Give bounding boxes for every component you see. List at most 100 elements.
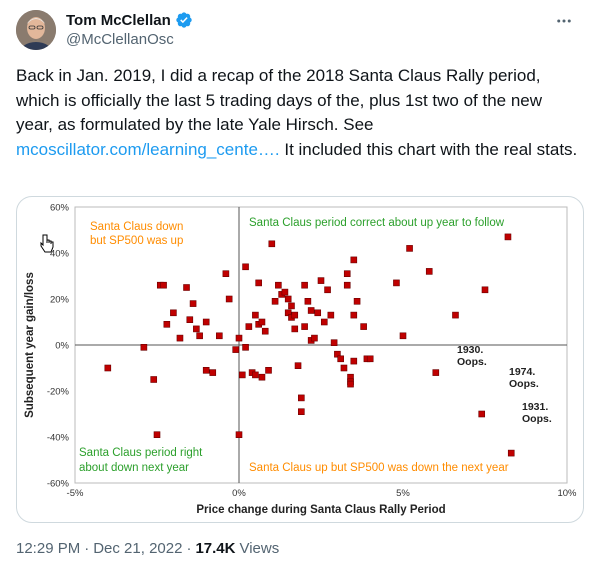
separator: · — [84, 540, 90, 557]
data-point — [140, 344, 148, 351]
data-point — [265, 367, 272, 374]
data-point — [288, 302, 295, 310]
data-point — [281, 288, 289, 296]
quadrant-label-bottom-left: Santa Claus period right — [79, 447, 203, 459]
data-point — [337, 355, 344, 363]
author-name-row[interactable]: Tom McClellan — [66, 10, 193, 30]
y-tick-label: 40% — [50, 249, 70, 260]
data-point — [304, 298, 312, 305]
data-point — [314, 309, 322, 317]
data-point — [327, 311, 335, 319]
annotation-label: 1974. — [509, 366, 535, 378]
data-point — [202, 367, 210, 374]
data-point — [452, 311, 459, 319]
x-tick-label: 0% — [232, 488, 246, 499]
tweet-media-chart[interactable]: 60% 40% 20% 0% -20% -40% -60% -5% 0% 5% 10% Price c… — [16, 196, 584, 523]
data-point — [150, 376, 158, 383]
y-tick-label: 0% — [55, 341, 69, 352]
data-point — [366, 355, 374, 363]
data-point — [284, 295, 292, 303]
quadrant-label-top-left: but SP500 was up — [90, 235, 183, 247]
tweet-text-part: It included this chart with the real sta… — [279, 139, 578, 159]
data-point — [353, 298, 361, 305]
data-point — [340, 364, 348, 372]
data-point — [425, 268, 433, 275]
views-count: 17.4K — [195, 540, 236, 557]
data-point — [235, 431, 243, 438]
data-point — [238, 371, 246, 379]
tweet-text: Back in Jan. 2019, I did a recap of the … — [16, 64, 582, 162]
y-tick-label: -40% — [47, 433, 70, 444]
data-point — [320, 318, 328, 326]
data-point — [242, 263, 249, 271]
data-point — [317, 277, 325, 284]
avatar-photo — [16, 10, 56, 50]
data-point — [298, 408, 305, 415]
author-name[interactable]: Tom McClellan — [66, 11, 171, 29]
annotation-label: 1930. — [457, 344, 483, 356]
data-point — [294, 362, 302, 369]
data-point — [301, 281, 308, 289]
data-point — [186, 316, 194, 323]
data-point — [393, 279, 400, 287]
y-tick-label: 60% — [50, 203, 70, 214]
data-point — [350, 256, 358, 264]
data-point — [252, 311, 259, 319]
tweet-text-part: Back in Jan. 2019, I did a recap of the … — [16, 66, 547, 134]
tweet-link[interactable]: mcoscillator.com/learning_cente…. — [16, 139, 280, 159]
hand-cursor-icon — [40, 234, 54, 253]
annotation-label: Oops. — [457, 356, 487, 368]
data-point — [291, 325, 299, 333]
data-point — [406, 245, 413, 252]
data-point — [258, 318, 266, 326]
data-point — [258, 373, 266, 381]
views-label: Views — [239, 540, 280, 557]
data-point — [350, 311, 358, 319]
avatar[interactable] — [16, 10, 56, 50]
separator: · — [186, 540, 192, 557]
y-axis-label: Subsequent year gain/loss — [24, 272, 36, 418]
data-point — [163, 321, 171, 328]
annotation-label: Oops. — [509, 378, 539, 390]
data-point — [504, 233, 512, 241]
data-point — [307, 307, 315, 314]
annotation-label: 1931. — [522, 401, 548, 413]
data-point — [291, 311, 299, 319]
data-point — [170, 309, 177, 317]
y-tick-label: -60% — [47, 479, 70, 490]
author-handle[interactable]: @McClellanOsc — [66, 31, 174, 48]
quadrant-label-bottom-left: about down next year — [79, 462, 189, 474]
data-point — [225, 295, 233, 303]
data-point — [275, 281, 282, 289]
data-point — [252, 371, 259, 379]
data-point — [311, 334, 318, 342]
data-point — [216, 332, 223, 340]
y-tick-label: 20% — [50, 295, 70, 306]
more-options-button[interactable] — [552, 9, 576, 33]
data-point — [399, 332, 407, 340]
tweet-time[interactable]: 12:29 PM — [16, 540, 81, 557]
data-point — [209, 369, 217, 376]
data-point — [347, 380, 354, 388]
data-point — [232, 346, 240, 353]
data-point — [202, 318, 210, 326]
data-point — [189, 300, 197, 307]
quadrant-label-top-left: Santa Claus down — [90, 221, 183, 233]
y-tick-label: -20% — [47, 387, 70, 398]
data-point — [330, 339, 338, 346]
data-point — [360, 323, 367, 330]
quadrant-label-bottom-right: Santa Claus up but SP500 was down the ne… — [249, 462, 509, 474]
data-point — [160, 281, 167, 289]
data-point — [176, 334, 184, 342]
data-point — [153, 431, 161, 438]
x-axis-label: Price change during Santa Claus Rally Pe… — [196, 504, 445, 516]
data-point — [350, 357, 358, 365]
data-point — [255, 279, 262, 287]
more-options-icon — [557, 19, 571, 23]
data-point — [432, 369, 440, 376]
data-point — [343, 270, 351, 277]
data-point — [193, 325, 200, 333]
data-point — [481, 286, 489, 294]
tweet-date[interactable]: Dec 21, 2022 — [93, 540, 183, 557]
x-tick-label: 5% — [396, 488, 410, 499]
